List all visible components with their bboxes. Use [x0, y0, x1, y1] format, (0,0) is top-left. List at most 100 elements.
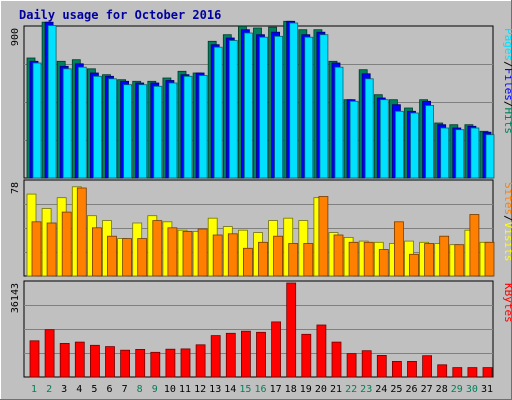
bar-pages-day-8 — [138, 84, 148, 179]
bar-pages-day-11 — [183, 75, 193, 179]
bar-kbytes-day-20 — [316, 324, 327, 378]
bar-kbytes-day-3 — [59, 342, 70, 378]
bar-sites-day-11 — [182, 230, 193, 277]
bar-pages-day-17 — [274, 35, 284, 179]
bar-kbytes-day-2 — [44, 329, 55, 378]
bar-pages-day-27 — [425, 105, 435, 179]
bar-kbytes-day-19 — [301, 333, 312, 378]
bar-sites-day-19 — [303, 243, 314, 277]
bar-sites-day-25 — [393, 221, 404, 277]
x-tick-label: 15 — [239, 384, 251, 395]
x-tick-label: 18 — [285, 384, 297, 395]
x-tick-label: 1 — [31, 384, 37, 395]
panel-kbytes: 36143 KBytes — [10, 280, 512, 378]
bar-sites-day-24 — [378, 249, 389, 277]
bar-pages-day-2 — [47, 25, 57, 179]
x-tick-label: 30 — [466, 384, 478, 395]
bar-kbytes-day-6 — [105, 346, 115, 378]
x-tick-label: 10 — [164, 384, 176, 395]
panel-visits: 78 Sites/Visits — [10, 179, 512, 277]
bar-sites-day-29 — [454, 244, 465, 277]
x-tick-label: 12 — [194, 384, 206, 395]
bar-kbytes-day-18 — [286, 282, 297, 378]
bar-sites-day-6 — [107, 235, 117, 277]
bar-sites-day-16 — [258, 241, 268, 277]
x-axis-labels: 1 2 3 4 5 6 7 8 9 10 11 12 13 14 15 16 17 18 19 20 21 22 23 24 2… — [31, 384, 493, 395]
bar-kbytes-day-11 — [180, 348, 191, 378]
x-tick-label: 23 — [360, 384, 372, 395]
bar-kbytes-day-22 — [346, 353, 357, 378]
bar-kbytes-day-30 — [467, 367, 478, 378]
bar-pages-day-31 — [485, 134, 495, 179]
bar-pages-day-18 — [289, 22, 299, 179]
legend-entry: / — [502, 101, 512, 108]
x-tick-label: 28 — [436, 384, 448, 395]
bar-sites-day-27 — [424, 243, 435, 277]
bar-kbytes-day-7 — [120, 349, 130, 378]
x-tick-label: 24 — [375, 384, 387, 395]
x-tick-label: 17 — [270, 384, 282, 395]
bar-sites-day-5 — [92, 227, 102, 277]
bar-kbytes-day-9 — [150, 351, 161, 378]
x-tick-label: 20 — [315, 384, 327, 395]
bar-kbytes-day-12 — [195, 344, 206, 378]
bar-sites-day-3 — [61, 211, 72, 277]
bar-sites-day-13 — [212, 234, 223, 277]
x-tick-label: 25 — [390, 384, 402, 395]
bar-kbytes-day-27 — [422, 355, 433, 378]
bar-pages-day-16 — [259, 36, 268, 179]
bar-sites-day-10 — [167, 227, 178, 277]
bar-pages-day-24 — [379, 99, 389, 179]
x-tick-label: 6 — [106, 384, 112, 395]
bar-kbytes-day-13 — [210, 335, 221, 378]
bar-pages-day-10 — [168, 82, 178, 179]
bar-kbytes-day-26 — [407, 360, 417, 378]
bar-pages-day-9 — [153, 85, 163, 179]
bar-sites-day-18 — [288, 243, 299, 277]
x-tick-label: 11 — [179, 384, 191, 395]
bar-kbytes-day-15 — [240, 330, 251, 378]
bar-kbytes-day-24 — [376, 354, 387, 378]
y-max-label-hits: 900 — [10, 28, 21, 46]
bar-pages-day-3 — [62, 68, 72, 179]
x-tick-label: 21 — [330, 384, 342, 395]
bar-kbytes-day-23 — [361, 350, 372, 378]
legend-entry: Hits — [502, 108, 512, 135]
bar-sites-day-2 — [46, 222, 57, 277]
bar-sites-day-31 — [484, 241, 495, 277]
bar-sites-day-26 — [409, 253, 419, 277]
bar-sites-day-4 — [76, 187, 87, 277]
bar-kbytes-day-29 — [452, 367, 463, 378]
bar-kbytes-day-17 — [271, 321, 282, 378]
x-tick-label: 22 — [345, 384, 357, 395]
x-tick-label: 27 — [421, 384, 433, 395]
legend-entry: Files — [502, 68, 512, 101]
legend-entry: Sites — [502, 182, 512, 215]
bar-pages-day-14 — [228, 40, 238, 179]
bar-kbytes-day-31 — [482, 367, 493, 378]
bar-pages-day-1 — [32, 62, 42, 179]
bar-kbytes-day-28 — [437, 364, 448, 378]
bar-pages-day-13 — [213, 46, 223, 179]
legend-entry: Visits — [502, 222, 512, 262]
x-tick-label: 26 — [405, 384, 417, 395]
legend-entry: / — [502, 215, 512, 222]
bar-pages-day-19 — [304, 36, 314, 179]
x-tick-label: 8 — [137, 384, 143, 395]
x-tick-label: 14 — [224, 384, 236, 395]
bar-kbytes-day-14 — [225, 332, 236, 378]
bar-sites-day-1 — [31, 221, 42, 277]
legend-entry: KBytes — [502, 283, 512, 323]
bar-pages-day-30 — [470, 127, 480, 179]
bar-sites-day-21 — [333, 234, 344, 277]
bar-pages-day-5 — [93, 75, 102, 179]
bar-pages-day-29 — [455, 129, 465, 179]
x-tick-label: 5 — [91, 384, 97, 395]
bar-kbytes-day-5 — [90, 344, 100, 378]
chart-panels: 900Pages/Files/Hits78Sites/Visits36143KB… — [10, 20, 512, 378]
y-max-label-visits: 78 — [10, 182, 21, 194]
bar-pages-day-26 — [410, 112, 419, 179]
legend-visits: Sites/Visits — [502, 182, 512, 262]
bar-sites-day-17 — [273, 235, 284, 277]
